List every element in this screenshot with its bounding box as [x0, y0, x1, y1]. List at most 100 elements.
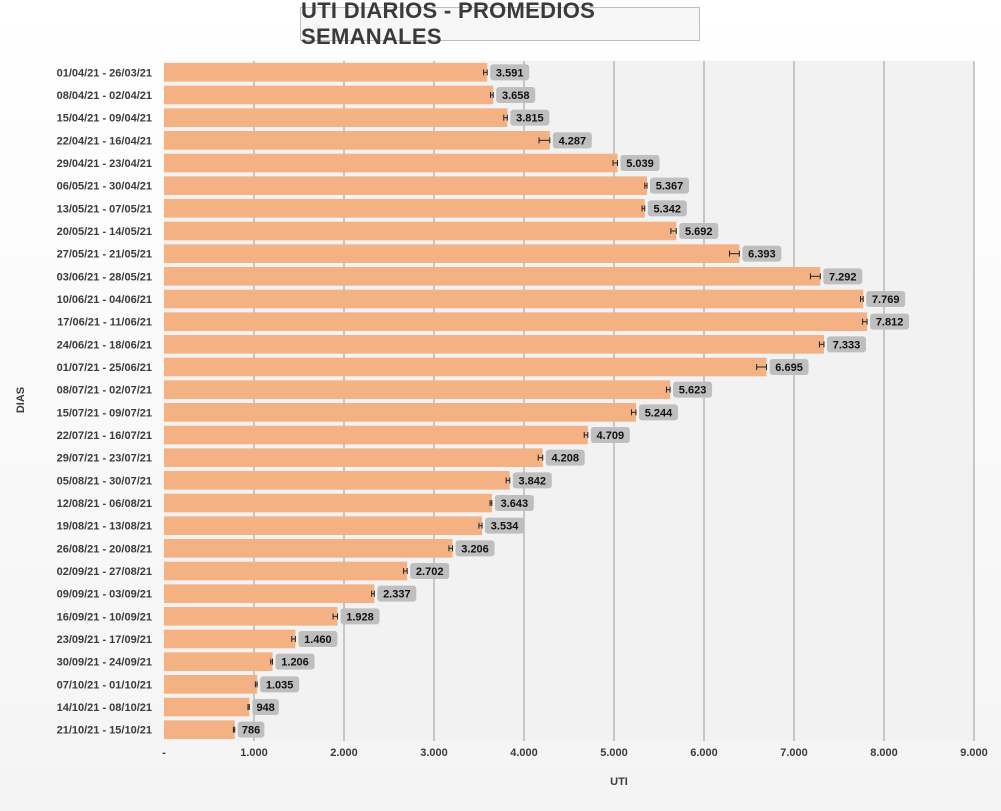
data-label: 2.337 [383, 589, 411, 601]
error-bar [270, 658, 274, 665]
data-label: 1.035 [266, 679, 294, 691]
bar [164, 335, 824, 354]
category-label: 02/09/21 - 27/08/21 [57, 566, 152, 578]
data-label-box [650, 177, 690, 194]
category-label: 01/04/21 - 26/03/21 [57, 67, 152, 79]
data-label-box [340, 608, 380, 625]
bar [164, 244, 740, 263]
category-label: 09/09/21 - 03/09/21 [57, 589, 152, 601]
bar [164, 652, 273, 671]
x-tick-label: 8.000 [870, 747, 898, 759]
data-label: 5.039 [626, 158, 654, 170]
bar [164, 380, 671, 399]
category-label: 27/05/21 - 21/05/21 [57, 249, 152, 261]
bar [164, 720, 235, 739]
data-label-box [742, 245, 782, 262]
data-label-box [510, 109, 550, 126]
bar [164, 697, 250, 717]
data-label-box [552, 132, 592, 149]
error-bar [809, 273, 821, 280]
data-label: 5.342 [654, 203, 682, 215]
category-label: 22/04/21 - 16/04/21 [57, 135, 152, 147]
category-label: 22/07/21 - 16/07/21 [57, 430, 152, 442]
category-label: 03/06/21 - 28/05/21 [57, 271, 152, 283]
category-label: 19/08/21 - 13/08/21 [57, 521, 152, 533]
x-tick-labels: - 1.000 2.000 3.000 4.000 5.000 6.000 7.000 8.00… [162, 747, 988, 759]
data-label-box [485, 517, 525, 534]
data-label: 3.591 [496, 67, 524, 79]
data-label-box [237, 721, 265, 738]
category-label: 07/10/21 - 01/10/21 [57, 679, 152, 691]
bar [164, 312, 868, 331]
data-label: 6.393 [748, 249, 776, 261]
bar [164, 561, 408, 581]
category-label: 05/08/21 - 30/07/21 [57, 475, 152, 487]
category-labels: 01/04/21 - 26/03/21 08/04/21 - 02/04/21 15… [57, 67, 152, 736]
data-label: 4.208 [551, 453, 579, 465]
data-label-box [870, 313, 910, 330]
bar [164, 131, 550, 150]
data-label-box [512, 472, 552, 489]
x-tick-label: 7.000 [780, 747, 808, 759]
category-label: 16/09/21 - 10/09/21 [57, 611, 152, 623]
category-label: 30/09/21 - 24/09/21 [57, 657, 152, 669]
data-label-box [455, 540, 495, 557]
category-label: 23/09/21 - 17/09/21 [57, 634, 152, 646]
data-label-box [823, 268, 863, 285]
category-label: 08/07/21 - 02/07/21 [57, 385, 152, 397]
data-label-box [638, 404, 678, 421]
category-label: 13/05/21 - 07/05/21 [57, 203, 152, 215]
bar [164, 425, 588, 445]
x-tick-label: 6.000 [690, 747, 718, 759]
data-label: 1.928 [346, 611, 374, 623]
data-label-box [769, 359, 809, 375]
category-label: 01/07/21 - 25/06/21 [57, 362, 152, 374]
x-tick-label: 1.000 [240, 747, 268, 759]
data-label-box [545, 449, 585, 466]
data-label-box [252, 699, 279, 715]
data-label: 1.206 [281, 657, 309, 669]
data-label: 3.815 [516, 113, 544, 125]
error-bar [403, 568, 408, 574]
bar [164, 493, 492, 513]
bar [164, 607, 338, 626]
data-label: 5.692 [685, 226, 713, 238]
category-label: 15/07/21 - 09/07/21 [57, 407, 152, 419]
error-bar [489, 500, 493, 506]
error-bar [505, 477, 511, 484]
error-bar [818, 341, 825, 348]
bar [164, 289, 864, 309]
data-label: 5.623 [679, 385, 707, 397]
error-bar [332, 613, 339, 620]
error-bar [862, 318, 868, 325]
bar [164, 448, 543, 467]
data-label: 7.769 [872, 294, 900, 306]
data-label: 7.333 [833, 339, 861, 351]
bar [164, 516, 483, 535]
data-label: 3.206 [461, 543, 489, 555]
gridlines [253, 61, 975, 741]
x-tick-label: 9.000 [960, 747, 988, 759]
error-bar [538, 137, 551, 144]
error-bar [537, 454, 544, 461]
plot-area [164, 61, 974, 741]
x-tick-label: 5.000 [600, 747, 628, 759]
data-label: 1.460 [304, 634, 332, 646]
error-bar [860, 296, 864, 302]
error-bar [670, 228, 677, 234]
data-label: 6.695 [775, 362, 803, 374]
category-label: 17/06/21 - 11/06/21 [57, 317, 152, 329]
error-bar [371, 590, 375, 597]
category-label: 10/06/21 - 04/06/21 [57, 294, 152, 306]
data-label-box [647, 200, 687, 217]
bar [164, 357, 767, 377]
bar [164, 108, 508, 127]
data-label-box [826, 336, 866, 353]
bar [164, 176, 648, 195]
data-label-box [260, 676, 300, 693]
data-label-box [377, 585, 417, 602]
category-label: 06/05/21 - 30/04/21 [57, 181, 152, 193]
x-tick-label: - [162, 747, 166, 759]
